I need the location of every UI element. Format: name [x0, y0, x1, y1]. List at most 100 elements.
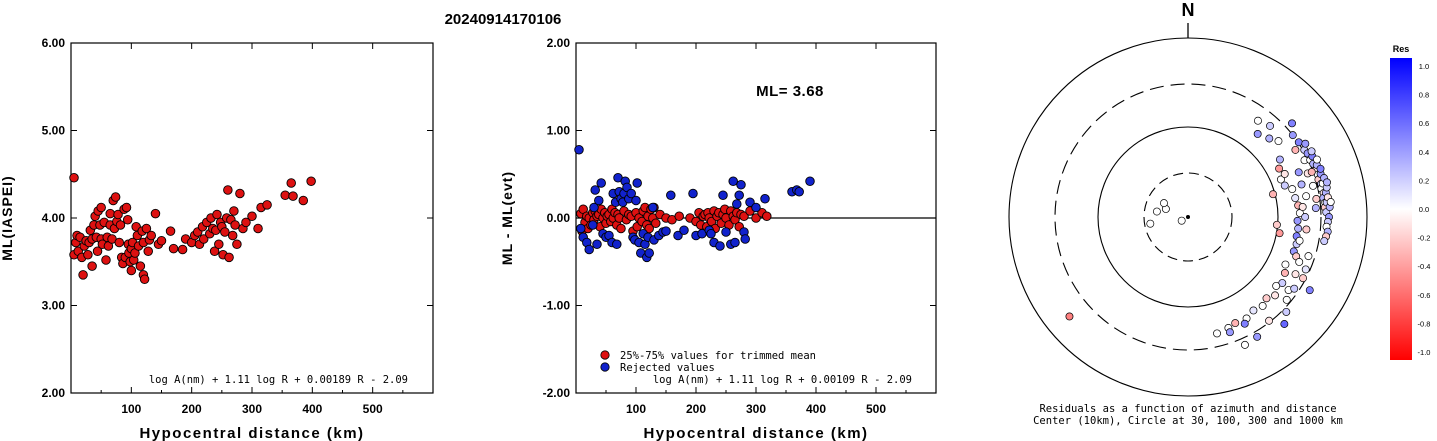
station-point	[1152, 207, 1161, 216]
p2-y-tick-label: 0.00	[547, 211, 571, 225]
p1-y-tick-label: 6.00	[42, 36, 66, 50]
station-point	[1225, 328, 1234, 337]
colorbar-tick-label: -1.0	[1418, 348, 1431, 357]
station-point	[1297, 180, 1306, 189]
station-point	[1323, 178, 1331, 187]
data-point	[141, 223, 152, 234]
data-point	[150, 208, 161, 219]
axis-ticks-2: 100 200 300 400 500 -2.00 -1.00 0.00 1.00 2.00	[543, 36, 936, 416]
station-point	[1307, 168, 1316, 176]
data-point	[631, 195, 641, 206]
station-point	[1320, 237, 1329, 245]
data-point	[224, 252, 234, 263]
data-point	[110, 192, 121, 202]
station-point	[1262, 294, 1271, 303]
station-point	[1298, 203, 1307, 211]
station-points	[1065, 116, 1335, 349]
station-point	[1275, 155, 1284, 164]
station-point	[1304, 252, 1313, 261]
data-point	[146, 230, 156, 241]
data-point	[762, 211, 772, 221]
data-points-1	[69, 172, 316, 285]
axis-ticks-1: 100 200 300 400 500 2.00 3.00 4.00 5.00 6.00	[42, 36, 433, 416]
data-point	[214, 239, 224, 249]
data-point	[751, 202, 761, 213]
y-axis-label-2: ML - ML(evt)	[499, 171, 515, 265]
panel-ml-vs-distance: 100 200 300 400 500 2.00 3.00 4.00 5.00 6.00 log …	[0, 36, 434, 441]
y-axis-label-1: ML(IASPEI)	[0, 175, 15, 260]
data-point	[101, 255, 111, 265]
station-point	[1288, 119, 1296, 128]
data-point	[745, 197, 755, 207]
data-point	[232, 239, 242, 249]
station-point	[1277, 175, 1285, 184]
colorbar-tick-label: 0.6	[1419, 119, 1429, 128]
x-axis-label-2: Hypocentral distance (km)	[643, 425, 868, 441]
station-point	[1254, 116, 1262, 125]
p1-x-tick-label: 400	[302, 402, 322, 416]
data-point	[230, 220, 240, 230]
data-point	[92, 246, 103, 256]
station-point	[1294, 168, 1303, 177]
colorbar: Res 1.0 0.8 0.6 0.4 0.2 0.0 -0.2 -0.4 -0.6 -0.8 -1…	[1390, 44, 1430, 360]
data-point	[262, 200, 272, 210]
colorbar-tick-label: -0.2	[1418, 234, 1431, 243]
station-point	[1249, 306, 1258, 315]
data-point	[728, 176, 738, 186]
colorbar-tick-label: 0.8	[1419, 91, 1429, 100]
data-point	[223, 185, 233, 195]
data-point	[198, 234, 209, 244]
station-point	[1065, 312, 1074, 321]
data-point	[83, 249, 93, 260]
data-point	[114, 237, 125, 248]
data-point	[805, 176, 815, 186]
colorbar-ticks: 1.0 0.8 0.6 0.4 0.2 0.0 -0.2 -0.4 -0.6 -0.8 -1.0	[1418, 62, 1431, 357]
data-point	[113, 209, 123, 220]
legend-label-rejected: Rejected values	[620, 362, 715, 374]
data-point	[574, 144, 584, 155]
data-point	[126, 265, 137, 276]
station-point	[1307, 147, 1316, 156]
data-point	[235, 188, 245, 199]
station-point	[1146, 219, 1155, 228]
p2-y-tick-label: -1.00	[543, 299, 571, 313]
station-point	[1291, 194, 1300, 203]
data-point	[121, 202, 132, 213]
p2-x-tick-label: 500	[866, 402, 886, 416]
data-point	[165, 226, 176, 236]
circle-30km	[1143, 172, 1233, 262]
circle-100km	[1097, 126, 1279, 308]
legend: 25%-75% values for trimmed mean Rejected…	[600, 350, 816, 374]
circle-1000km	[1008, 37, 1368, 397]
data-point	[177, 244, 188, 255]
station-point	[1282, 295, 1291, 304]
station-point	[1326, 198, 1335, 206]
data-point	[143, 246, 153, 256]
p1-y-tick-label: 4.00	[42, 211, 66, 225]
data-point	[732, 199, 742, 209]
polar-caption-1: Residuals as a function of azimuth and d…	[1039, 403, 1336, 415]
station-point	[1160, 199, 1168, 208]
station-point	[1301, 213, 1310, 221]
station-point	[1309, 181, 1317, 190]
panel-azimuth-residuals: N Residuals as a function of azimuth and…	[1008, 0, 1430, 427]
station-point	[1266, 121, 1274, 130]
legend-marker-rejected	[600, 362, 610, 372]
p1-y-tick-label: 2.00	[42, 386, 66, 400]
data-point	[105, 208, 115, 219]
station-point	[1177, 216, 1186, 225]
data-point	[648, 202, 658, 213]
station-point	[1291, 270, 1300, 279]
station-point	[1265, 134, 1274, 143]
data-point	[69, 172, 79, 183]
legend-label-trimmed: 25%-75% values for trimmed mean	[620, 350, 816, 362]
data-point	[588, 220, 598, 230]
polar-caption-2: Center (10km), Circle at 30, 100, 300 an…	[1033, 415, 1343, 427]
station-point	[1265, 316, 1274, 325]
station-point	[1253, 130, 1262, 138]
data-point	[740, 234, 750, 244]
station-point	[1301, 139, 1310, 148]
data-point	[253, 223, 263, 234]
data-point	[590, 185, 600, 195]
